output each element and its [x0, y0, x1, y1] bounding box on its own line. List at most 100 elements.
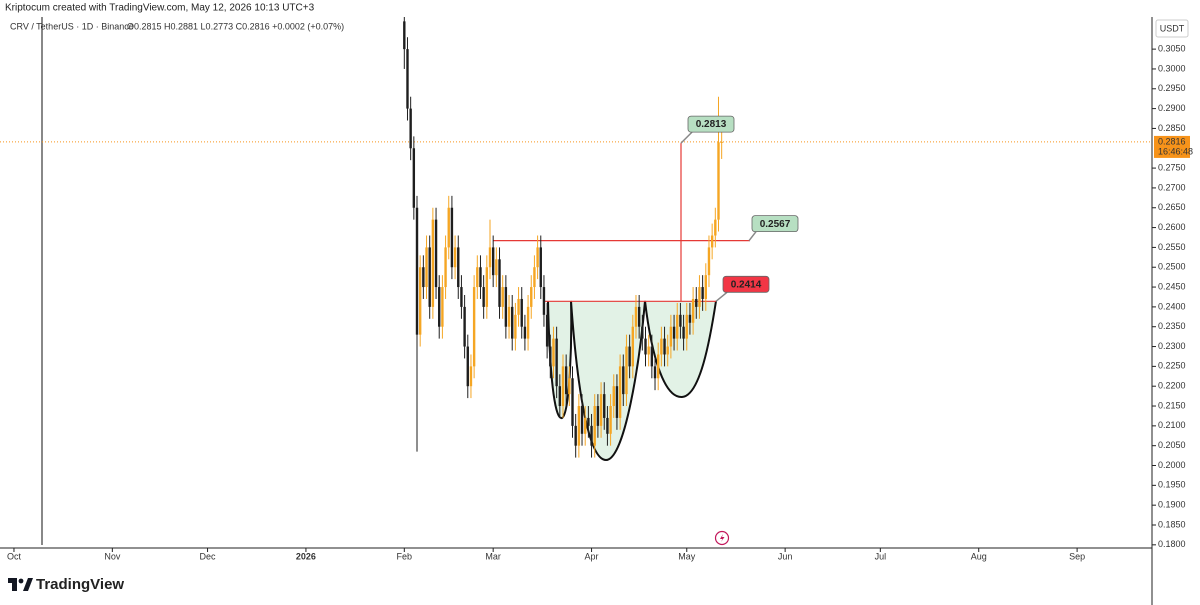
candle-body	[542, 287, 546, 315]
candle-body	[552, 338, 555, 367]
candle-body	[466, 346, 469, 387]
candle-body	[463, 306, 466, 347]
y-tick-label: 0.2250	[1158, 361, 1186, 371]
candle-body	[520, 298, 523, 327]
candle-body	[707, 247, 711, 276]
candle-body	[650, 346, 654, 367]
candle-body	[488, 247, 492, 268]
y-tick-label: 0.2500	[1158, 262, 1186, 272]
y-tick-label: 0.1850	[1158, 519, 1186, 529]
candle-body	[637, 306, 641, 327]
y-tick-label: 0.2450	[1158, 281, 1186, 291]
x-tick-label: Sep	[1069, 551, 1085, 561]
y-tick-label: 0.1900	[1158, 500, 1186, 510]
candle-body	[714, 219, 717, 236]
candle-body	[422, 267, 425, 288]
candle-body	[491, 247, 495, 276]
candle-body	[663, 338, 666, 355]
y-tick-label: 0.2000	[1158, 460, 1186, 470]
y-tick-label: 0.2350	[1158, 321, 1186, 331]
x-tick-label: Apr	[585, 551, 599, 561]
x-tick-label: Feb	[397, 551, 413, 561]
candle-body	[539, 247, 542, 288]
candle-body	[460, 287, 463, 307]
y-tick-label: 0.2600	[1158, 222, 1186, 232]
candle-body	[606, 417, 609, 434]
lightning-icon	[714, 530, 730, 546]
candle-body	[685, 314, 688, 339]
candle-body	[571, 378, 574, 426]
candle-body	[698, 287, 701, 307]
candle-body	[447, 207, 450, 248]
candle-body	[710, 235, 714, 248]
candle-body	[453, 247, 457, 268]
candle-body	[644, 338, 647, 355]
candle-body	[428, 247, 431, 307]
unit-box	[1155, 19, 1189, 38]
candle-body	[634, 306, 638, 327]
candle-body	[676, 314, 679, 339]
candle-body	[501, 287, 504, 307]
candle-body	[622, 366, 625, 395]
x-tick-label: Dec	[200, 551, 217, 561]
candle-body	[666, 346, 669, 355]
candle-body	[469, 366, 473, 387]
candle-body	[425, 247, 428, 288]
price-label-box	[751, 215, 799, 233]
candle-body	[450, 207, 454, 268]
candle-body	[603, 394, 606, 418]
candle-body	[523, 326, 527, 339]
candle-body	[660, 338, 663, 355]
candle-body	[618, 366, 622, 418]
y-tick-label: 0.2200	[1158, 381, 1186, 391]
candle-body	[555, 338, 558, 387]
candle-body	[656, 354, 660, 379]
candle-body	[514, 314, 517, 339]
candle-body	[485, 267, 489, 307]
candle-body	[415, 207, 419, 335]
candle-body	[479, 267, 482, 288]
price-label-pointer	[748, 231, 757, 242]
candle-body	[704, 275, 707, 299]
price-label-box	[722, 275, 770, 293]
candle-body	[558, 386, 562, 407]
last-price-box	[1154, 135, 1190, 158]
candle-body	[590, 425, 593, 446]
candle-body	[412, 148, 416, 208]
candle-body	[472, 287, 476, 367]
candle-body	[612, 386, 615, 407]
candle-body	[409, 108, 412, 149]
symbol: CRV / TetherUS · 1D · Binance	[10, 21, 134, 31]
candle-body	[526, 306, 530, 339]
candle-body	[536, 247, 539, 268]
candle-body	[669, 326, 673, 347]
candle-body	[695, 298, 698, 307]
candle-body	[431, 219, 435, 307]
x-tick-label: Nov	[104, 551, 121, 561]
y-tick-label: 0.1950	[1158, 480, 1186, 490]
candle-body	[577, 406, 581, 446]
candle-body	[564, 366, 568, 395]
x-tick-label: Jul	[875, 551, 887, 561]
y-tick-label: 0.2400	[1158, 301, 1186, 311]
y-tick-label: 0.2650	[1158, 202, 1186, 212]
candle-body	[517, 298, 520, 315]
candle-body	[641, 326, 644, 339]
last-price-label: 0.2816	[1158, 136, 1186, 146]
candle-body	[533, 267, 536, 288]
candle-body	[593, 406, 596, 446]
y-tick-label: 0.2050	[1158, 440, 1186, 450]
candle-body	[587, 417, 590, 426]
candle-body	[701, 287, 704, 299]
ohlc-legend: O0.2815 H0.2881 L0.2773 C0.2816 +0.0002 …	[127, 21, 344, 31]
x-tick-label: Mar	[485, 551, 501, 561]
candle-body	[584, 417, 587, 434]
candle-body	[403, 21, 406, 50]
candle-body	[511, 306, 514, 339]
y-tick-label: 0.2700	[1158, 182, 1186, 192]
x-tick-label: Aug	[971, 551, 987, 561]
candle-body	[476, 267, 479, 288]
candle-body	[679, 314, 682, 327]
cup-outline	[547, 300, 717, 462]
price-label-box	[687, 115, 735, 133]
